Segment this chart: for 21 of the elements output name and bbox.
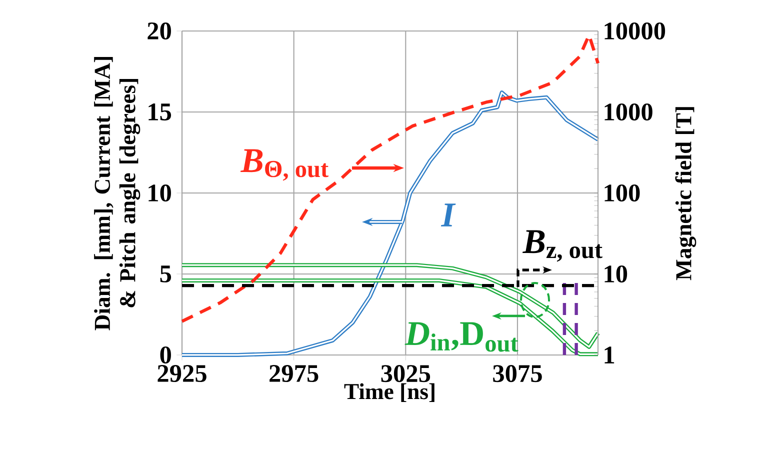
y-tick-label: 20 xyxy=(148,22,171,40)
y-tick-label: 10 xyxy=(148,184,171,202)
y-tick-label: 0 xyxy=(160,346,171,364)
y2-tick-label: 10000 xyxy=(604,22,666,40)
y2-tick-label: 1000 xyxy=(604,103,652,121)
y2-tick-label: 100 xyxy=(604,184,640,202)
y-tick-label: 5 xyxy=(160,266,172,282)
y2-tick-label: 1 xyxy=(604,346,614,364)
series-label: $\textit{D}_{\text{in}}\text{,D}_{\text{out}}$ xyxy=(404,322,518,352)
x-axis-title: Time [ns] xyxy=(344,383,434,402)
y-tick-label: 15 xyxy=(148,104,172,120)
text: $\textit{I}$ xyxy=(440,204,456,226)
y2-tick-label: 10 xyxy=(604,265,628,283)
x-tick-label: 3075 xyxy=(493,365,542,382)
x-tick-label: 2975 xyxy=(270,365,318,382)
y2-axis-title: Magnetic field [T] xyxy=(675,107,696,280)
x-tick-label: 2925 xyxy=(158,365,206,382)
series-label: $\textit{B}_{\text{z, out}}$ xyxy=(522,230,602,262)
y-axis-title: Diam. [mm], Current [MA] & Pitch angle [degrees] xyxy=(94,57,140,330)
x-tick-label: 3025 xyxy=(381,365,430,382)
legend-label: $\textit{B}_{\text{Θ, out}}$ xyxy=(240,149,328,181)
